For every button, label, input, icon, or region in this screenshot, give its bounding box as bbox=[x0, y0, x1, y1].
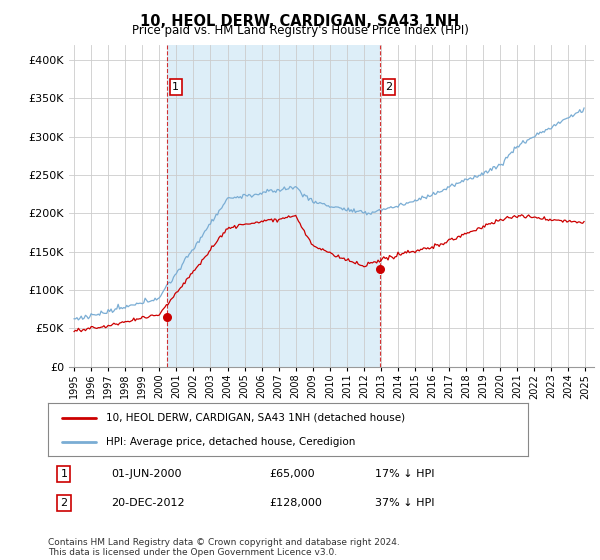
Text: 17% ↓ HPI: 17% ↓ HPI bbox=[376, 469, 435, 479]
Text: 20-DEC-2012: 20-DEC-2012 bbox=[112, 498, 185, 508]
Text: Price paid vs. HM Land Registry's House Price Index (HPI): Price paid vs. HM Land Registry's House … bbox=[131, 24, 469, 37]
Text: 2: 2 bbox=[60, 498, 67, 508]
Text: 1: 1 bbox=[172, 82, 179, 92]
Text: £128,000: £128,000 bbox=[270, 498, 323, 508]
Text: Contains HM Land Registry data © Crown copyright and database right 2024.
This d: Contains HM Land Registry data © Crown c… bbox=[48, 538, 400, 557]
Text: 10, HEOL DERW, CARDIGAN, SA43 1NH: 10, HEOL DERW, CARDIGAN, SA43 1NH bbox=[140, 14, 460, 29]
Text: 1: 1 bbox=[61, 469, 67, 479]
Point bbox=[163, 312, 172, 321]
Text: 37% ↓ HPI: 37% ↓ HPI bbox=[376, 498, 435, 508]
Text: 2: 2 bbox=[386, 82, 392, 92]
Point bbox=[376, 264, 385, 273]
Text: 10, HEOL DERW, CARDIGAN, SA43 1NH (detached house): 10, HEOL DERW, CARDIGAN, SA43 1NH (detac… bbox=[106, 413, 405, 423]
Text: HPI: Average price, detached house, Ceredigion: HPI: Average price, detached house, Cere… bbox=[106, 437, 355, 447]
Text: £65,000: £65,000 bbox=[270, 469, 316, 479]
Text: 01-JUN-2000: 01-JUN-2000 bbox=[112, 469, 182, 479]
Bar bbox=[167, 45, 380, 367]
